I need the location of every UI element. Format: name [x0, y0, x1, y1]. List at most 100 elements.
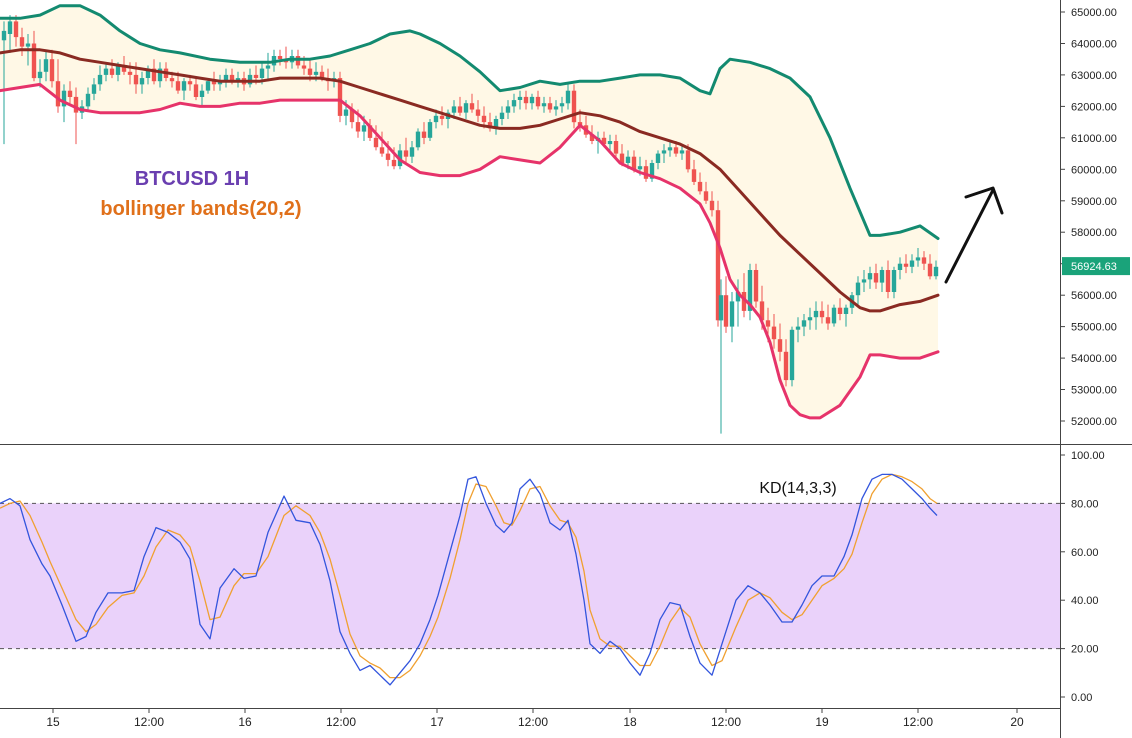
- time-axis-tick-label: 16: [238, 715, 252, 729]
- candle-body: [415, 131, 421, 148]
- candle-body: [151, 68, 157, 82]
- candle-30: [181, 78, 187, 101]
- candle-body: [37, 71, 43, 79]
- price-axis-tick-label: 54000.00: [1071, 353, 1117, 365]
- candle-body: [685, 150, 691, 170]
- candle-body: [523, 96, 529, 104]
- candle-body: [517, 96, 523, 100]
- candle-73: [439, 106, 445, 126]
- candle-0: [1, 21, 7, 145]
- kd-axis: 0.00 20.00 40.00 60.00 80.00 100.00: [1060, 450, 1105, 704]
- candle-body: [837, 307, 843, 314]
- candle-92: [553, 100, 559, 116]
- candle-62: [373, 125, 379, 151]
- candle-81: [487, 112, 493, 132]
- candle-body: [619, 153, 625, 163]
- price-axis-tick-label: 62000.00: [1071, 101, 1117, 113]
- candle-body: [373, 137, 379, 148]
- candle-151: [903, 254, 909, 274]
- candle-body: [229, 74, 235, 82]
- bollinger-band-fill: [0, 5, 938, 418]
- candle-body: [637, 166, 643, 170]
- candle-67: [403, 137, 409, 163]
- candle-body: [661, 150, 667, 154]
- chart-title: BTCUSD 1H: [135, 168, 249, 190]
- candle-144: [861, 270, 867, 292]
- candle-84: [505, 100, 511, 119]
- upper-band-line: [0, 4, 940, 240]
- candle-body: [343, 109, 349, 116]
- candle-body: [625, 156, 631, 163]
- candle-76: [457, 96, 463, 116]
- candle-body: [487, 122, 493, 129]
- candle-149: [891, 266, 897, 299]
- candle-115: [691, 159, 697, 185]
- candle-124: [741, 273, 747, 318]
- candle-110: [661, 144, 667, 163]
- candle-body: [319, 71, 325, 79]
- candle-6: [37, 59, 43, 88]
- candle-body: [529, 96, 535, 104]
- candle-body: [499, 112, 505, 119]
- candle-body: [547, 103, 553, 110]
- candle-65: [391, 147, 397, 170]
- candle-46: [277, 49, 283, 66]
- candle-body: [741, 292, 747, 311]
- candle-body: [97, 74, 103, 85]
- price-axis-tick-label: 65000.00: [1071, 7, 1117, 19]
- time-axis-tick-label: 17: [430, 715, 444, 729]
- candle-131: [783, 339, 789, 387]
- candle-17: [103, 62, 109, 82]
- price-axis-tick-label: 63000.00: [1071, 70, 1117, 82]
- candle-body: [649, 163, 655, 179]
- candle-body: [361, 125, 367, 132]
- candle-56: [337, 71, 343, 123]
- candle-15: [91, 78, 97, 101]
- candle-body: [193, 84, 199, 97]
- candle-body: [49, 59, 55, 82]
- candle-body: [915, 257, 921, 261]
- candle-143: [855, 276, 861, 305]
- candle-body: [718, 295, 724, 321]
- candle-body: [91, 84, 97, 94]
- candle-16: [97, 65, 103, 91]
- candle-body: [367, 125, 373, 138]
- candle-44: [265, 52, 271, 82]
- candle-body: [13, 21, 19, 38]
- candle-153: [915, 248, 921, 267]
- candle-body: [115, 65, 121, 75]
- candle-136: [813, 301, 819, 330]
- chart-subtitle: bollinger bands(20,2): [100, 198, 301, 220]
- candle-body: [25, 43, 31, 47]
- candle-body: [655, 153, 661, 163]
- time-axis-tick-label: 12:00: [326, 715, 356, 729]
- candle-134: [801, 314, 807, 337]
- time-axis-tick-label: 12:00: [518, 715, 548, 729]
- candle-body: [223, 74, 229, 82]
- candle-body: [861, 279, 867, 283]
- candle-138: [825, 304, 831, 330]
- candle-58: [349, 103, 355, 129]
- time-axis-tick-label: 15: [46, 715, 60, 729]
- middle-band-line: [0, 48, 940, 313]
- candle-33: [199, 84, 205, 107]
- candle-61: [367, 119, 373, 141]
- time-axis-tick-label: 19: [815, 715, 829, 729]
- candle-body: [777, 339, 783, 352]
- candle-body: [933, 266, 939, 277]
- candle-102: [613, 134, 619, 157]
- candle-body: [127, 71, 133, 75]
- candle-body: [709, 200, 715, 211]
- candle-12: [73, 87, 79, 145]
- candles-group: [1, 15, 939, 434]
- candle-body: [253, 74, 259, 78]
- candle-133: [795, 317, 801, 343]
- candle-18: [109, 59, 115, 79]
- candle-body: [403, 150, 409, 157]
- candle-5: [31, 30, 37, 82]
- candle-121: [723, 276, 729, 333]
- candle-body: [589, 134, 595, 141]
- candle-body: [469, 103, 475, 110]
- candle-body: [43, 59, 49, 72]
